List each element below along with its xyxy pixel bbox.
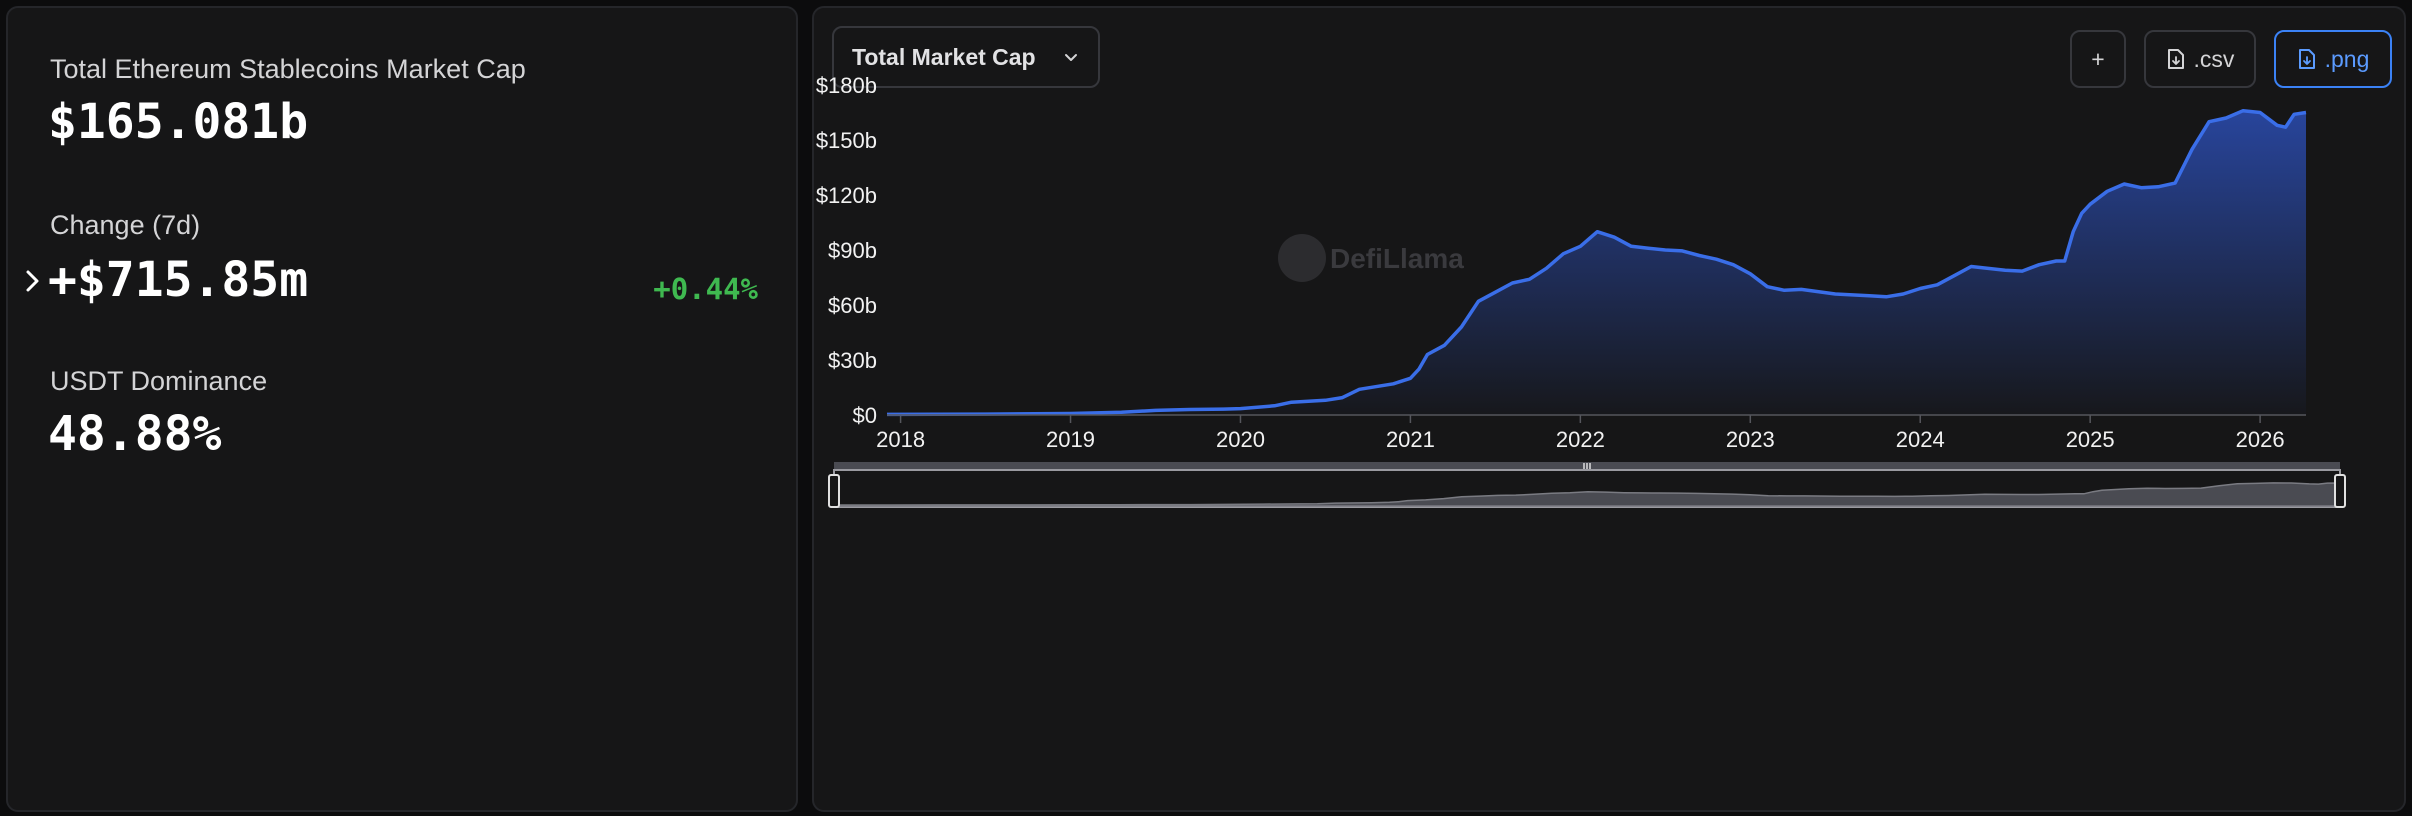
chart-type-select-label: Total Market Cap — [852, 43, 1036, 70]
market-cap-chart: DefiLlama $0$30b$60b$90b$120b$150b$180b … — [816, 73, 2346, 508]
change-percent: +0.44% — [653, 272, 758, 306]
market-cap-value: $165.081b — [48, 94, 309, 150]
x-tick-label: 2021 — [1386, 427, 1435, 452]
add-button-label: + — [2091, 45, 2105, 72]
market-cap-label: Total Ethereum Stablecoins Market Cap — [50, 54, 526, 84]
x-axis: 2018 2019 2020 2021 2022 2023 2024 2025 2026 — [876, 415, 2285, 452]
chevron-down-icon — [1065, 54, 1077, 61]
series-area — [887, 110, 2306, 415]
x-tick-label: 2026 — [2236, 427, 2285, 452]
brush-grip-line — [1583, 463, 1585, 469]
download-csv-label: .csv — [2193, 45, 2235, 72]
expand-chevron-icon[interactable] — [18, 266, 48, 296]
dominance-label: USDT Dominance — [50, 366, 268, 396]
brush-handle-right[interactable] — [2334, 474, 2346, 508]
y-tick-label: $180b — [816, 73, 877, 98]
defillama-watermark: DefiLlama — [1278, 234, 1464, 282]
dominance-value: 48.88% — [48, 406, 222, 462]
x-tick-label: 2024 — [1896, 427, 1945, 452]
range-brush[interactable] — [828, 462, 2346, 508]
brush-mini-area — [833, 482, 2341, 507]
x-tick-label: 2023 — [1726, 427, 1775, 452]
y-tick-label: $0 — [853, 403, 877, 428]
file-download-icon — [2298, 49, 2315, 69]
y-axis: $0 $30b $60b $90b $120b $150b $180b — [816, 73, 877, 428]
x-tick-label: 2022 — [1556, 427, 1605, 452]
change-value: +$715.85m — [48, 252, 309, 308]
x-tick-label: 2025 — [2066, 427, 2115, 452]
y-tick-label: $120b — [816, 183, 877, 208]
download-png-label: .png — [2324, 45, 2370, 72]
download-csv-button[interactable]: .csv — [2144, 30, 2256, 88]
y-tick-label: $150b — [816, 128, 877, 153]
watermark-text: DefiLlama — [1330, 243, 1464, 274]
series-line — [886, 108, 2307, 417]
y-tick-label: $30b — [828, 348, 877, 373]
x-tick-label: 2019 — [1046, 427, 1095, 452]
file-download-icon — [2167, 49, 2184, 69]
add-button[interactable]: + — [2070, 30, 2126, 88]
brush-grip-icon[interactable] — [1583, 463, 1591, 469]
chart-type-select[interactable]: Total Market Cap — [832, 26, 1100, 88]
x-tick-label: 2018 — [876, 427, 925, 452]
llama-logo-icon — [1278, 234, 1326, 282]
change-label: Change (7d) — [50, 210, 201, 240]
x-tick-label: 2020 — [1216, 427, 1265, 452]
stats-panel: Total Ethereum Stablecoins Market Cap $1… — [6, 6, 798, 812]
brush-grip-line — [1586, 463, 1588, 469]
brush-grip-line — [1589, 463, 1591, 469]
download-png-button[interactable]: .png — [2274, 30, 2392, 88]
chart-panel: Total Market Cap + .csv .png DefiLla — [812, 6, 2406, 812]
brush-handle-left[interactable] — [828, 474, 840, 508]
y-tick-label: $60b — [828, 293, 877, 318]
y-tick-label: $90b — [828, 238, 877, 263]
